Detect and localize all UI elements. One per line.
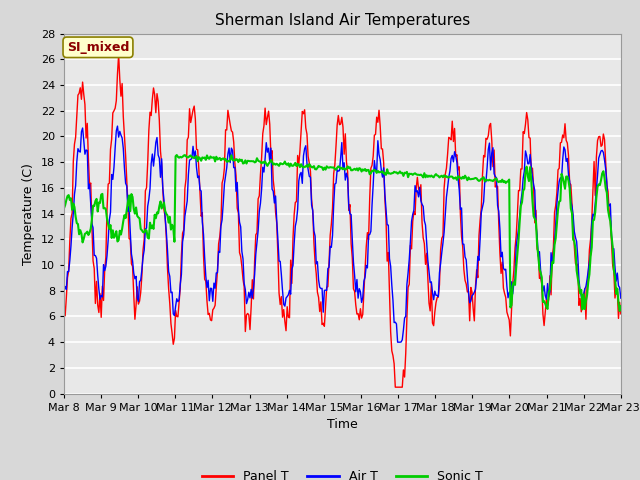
Line: Air T: Air T: [64, 126, 621, 342]
Panel T: [373, 114, 381, 120]
Panel T: [472, 283, 479, 289]
Legend: Panel T, Air T, Sonic T: Panel T, Air T, Sonic T: [196, 465, 488, 480]
Y-axis label: Temperature (C): Temperature (C): [22, 163, 35, 264]
Air T: [401, 315, 408, 321]
Air T: [472, 286, 479, 292]
Panel T: [568, 201, 576, 207]
Panel T: [234, 210, 242, 216]
Air T: [373, 168, 381, 174]
Panel T: [617, 311, 625, 317]
Sonic T: [399, 173, 407, 179]
Sonic T: [234, 159, 242, 165]
Panel T: [60, 300, 68, 305]
Panel T: [296, 147, 304, 153]
Text: SI_mixed: SI_mixed: [67, 41, 129, 54]
Sonic T: [60, 205, 68, 211]
Line: Panel T: Panel T: [64, 55, 621, 387]
Air T: [617, 295, 625, 301]
Air T: [234, 206, 242, 212]
Sonic T: [373, 170, 381, 176]
Panel T: [392, 384, 399, 390]
Sonic T: [567, 205, 575, 211]
Sonic T: [617, 303, 625, 309]
Air T: [568, 203, 576, 209]
Panel T: [115, 52, 122, 58]
Air T: [114, 123, 122, 129]
Sonic T: [470, 176, 478, 181]
Air T: [296, 171, 304, 177]
Panel T: [401, 374, 408, 380]
Sonic T: [296, 164, 304, 170]
Sonic T: [616, 308, 623, 314]
X-axis label: Time: Time: [327, 418, 358, 431]
Line: Sonic T: Sonic T: [64, 155, 621, 311]
Title: Sherman Island Air Temperatures: Sherman Island Air Temperatures: [215, 13, 470, 28]
Air T: [60, 285, 68, 291]
Air T: [394, 339, 401, 345]
Sonic T: [173, 152, 180, 158]
